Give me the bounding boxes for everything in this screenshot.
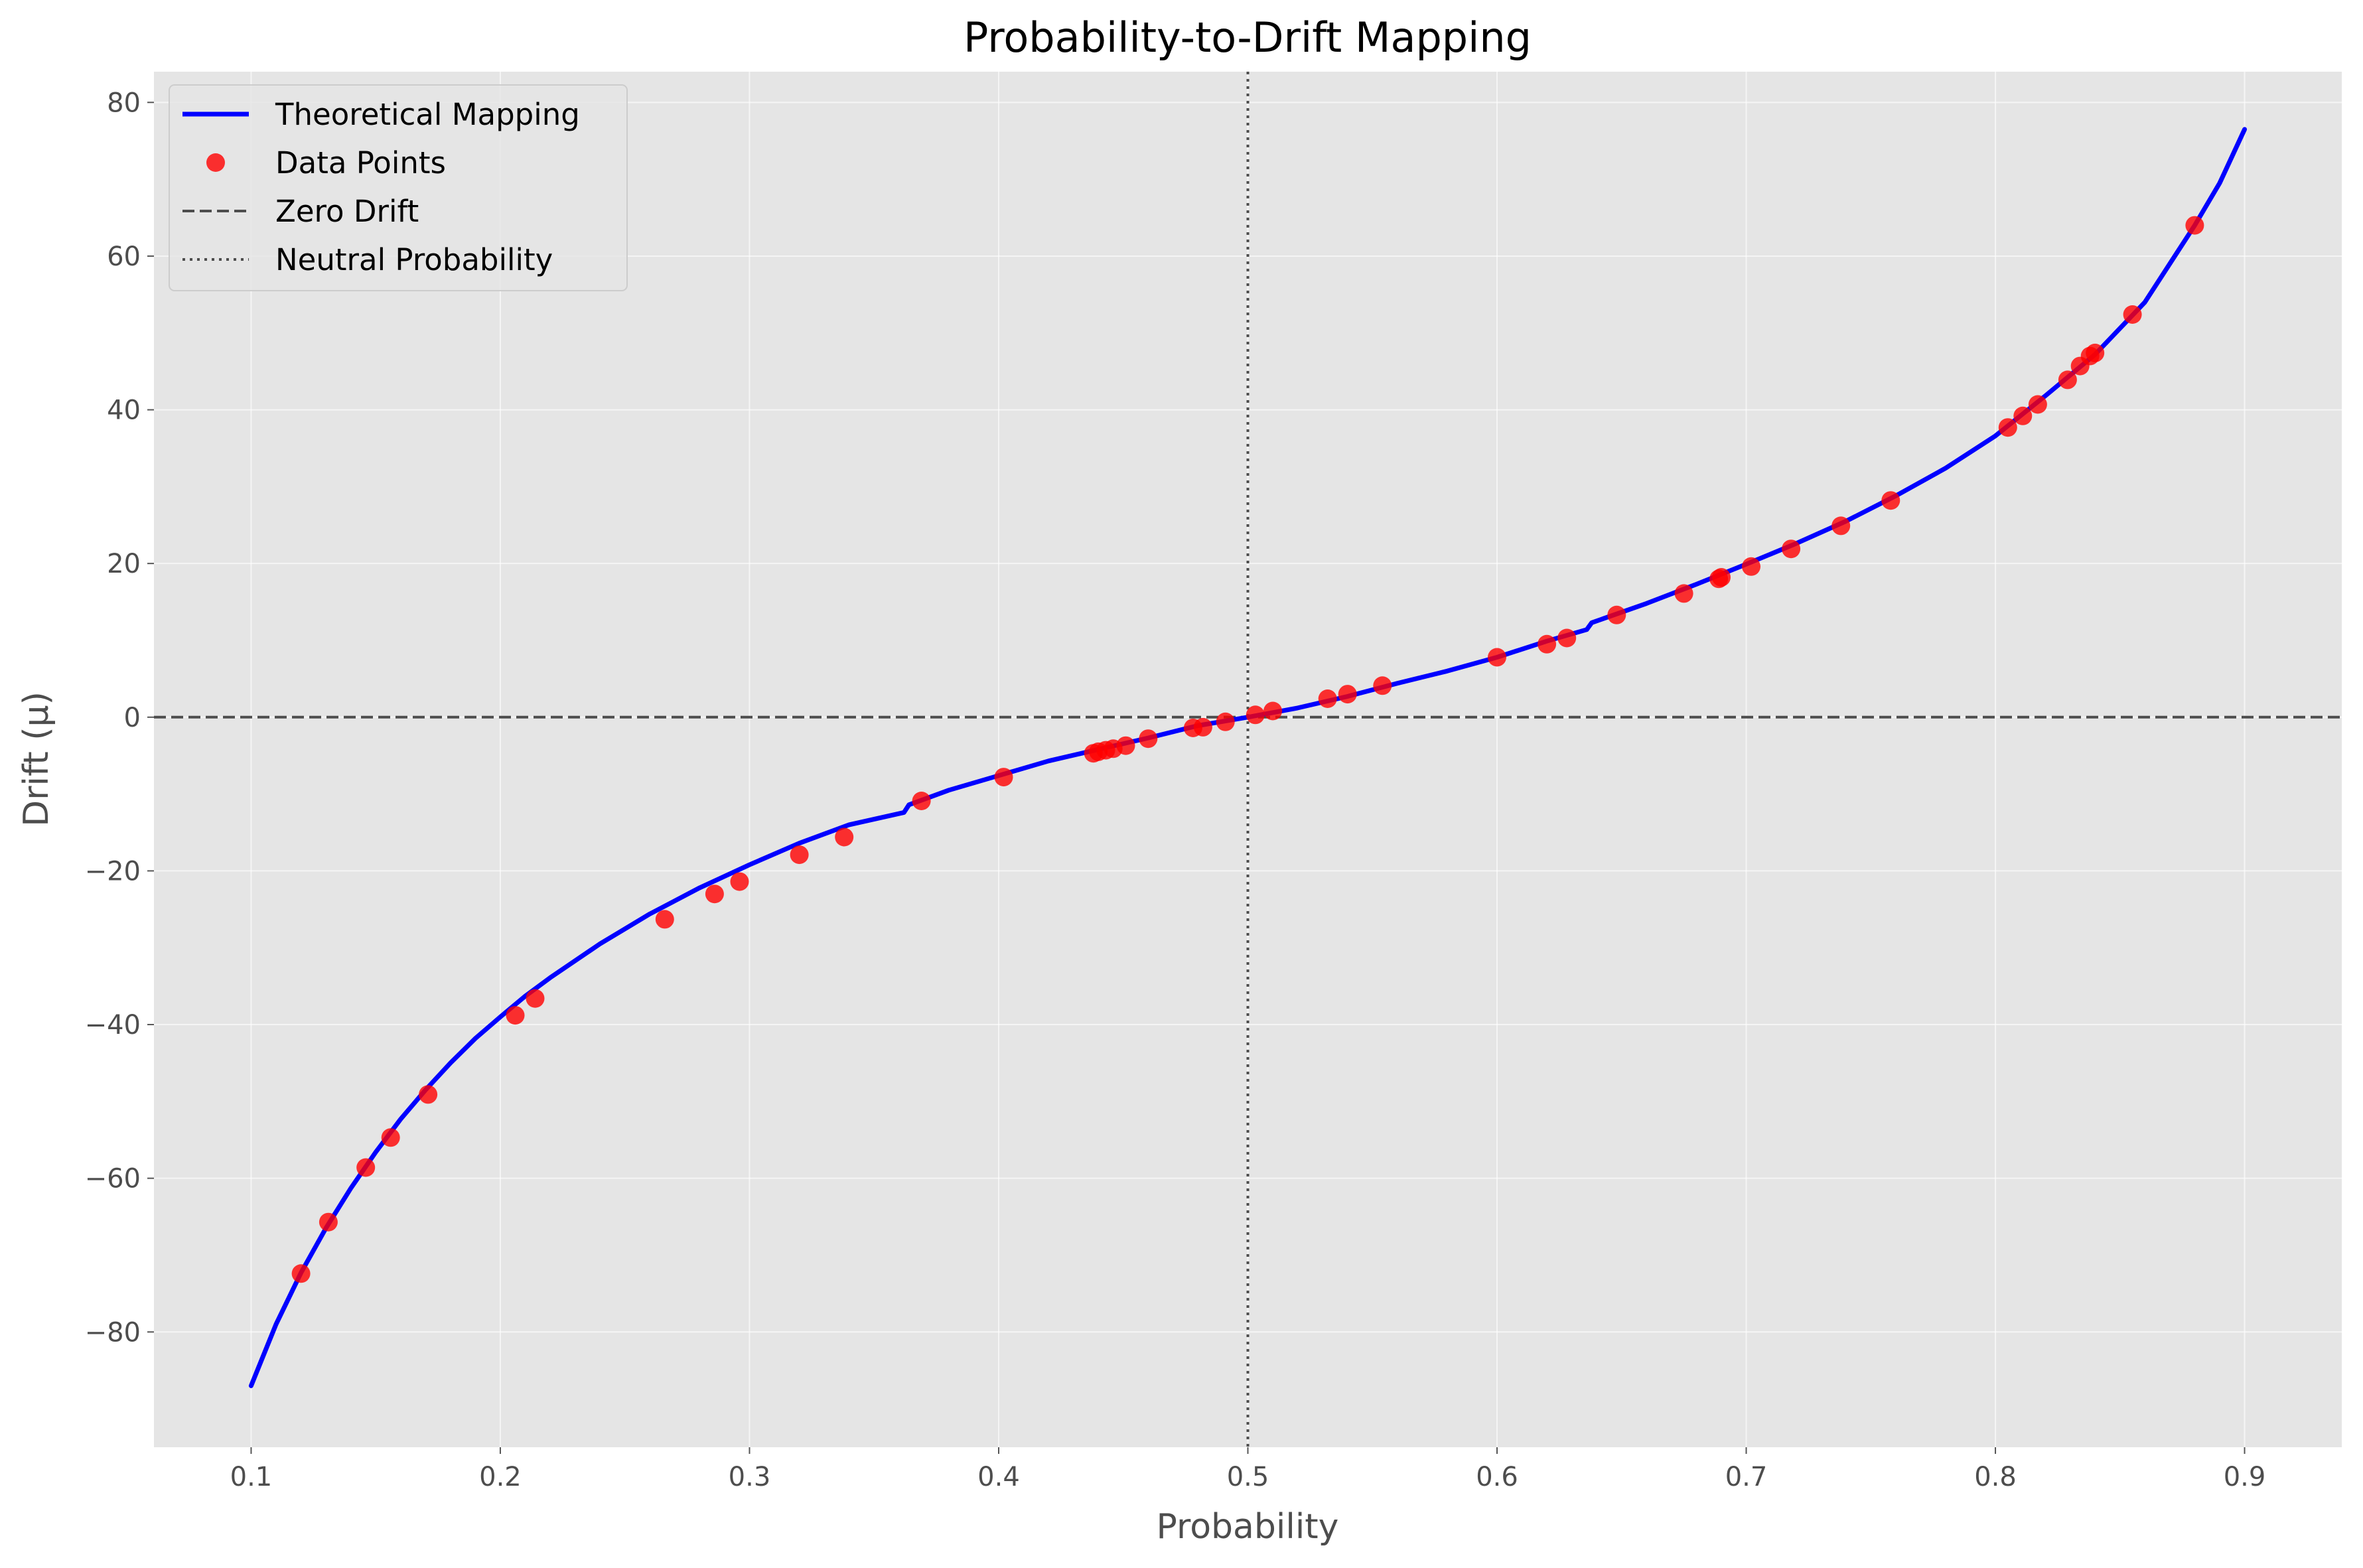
data-point xyxy=(1998,418,2017,437)
legend-label-line: Theoretical Mapping xyxy=(275,97,580,132)
data-point xyxy=(1674,584,1693,603)
y-tick-label: −20 xyxy=(85,856,141,887)
x-tick-label: 0.8 xyxy=(1974,1462,2017,1492)
data-point xyxy=(730,872,749,891)
data-point xyxy=(1139,729,1158,748)
data-point xyxy=(912,792,931,810)
y-tick-label: 0 xyxy=(124,703,141,733)
data-point xyxy=(790,845,809,865)
data-point xyxy=(1263,701,1283,721)
data-point xyxy=(1246,705,1265,725)
data-point xyxy=(2028,395,2047,414)
legend-label-neutral: Neutral Probability xyxy=(275,242,553,277)
data-point xyxy=(1116,736,1135,755)
data-point xyxy=(1538,634,1557,654)
data-point xyxy=(1881,491,1900,510)
data-point xyxy=(1338,685,1357,704)
y-axis-label: Drift (μ) xyxy=(17,691,56,827)
data-point xyxy=(356,1158,376,1177)
y-tick-label: 20 xyxy=(107,549,141,579)
data-point xyxy=(1831,516,1851,535)
data-point xyxy=(419,1085,438,1104)
y-tick-label: −80 xyxy=(85,1317,141,1348)
data-point xyxy=(655,910,674,929)
data-point xyxy=(2185,216,2204,235)
data-point xyxy=(1488,648,1506,667)
y-tick-label: 60 xyxy=(107,242,141,272)
x-tick-label: 0.3 xyxy=(729,1462,771,1492)
data-point xyxy=(1742,557,1760,576)
x-tick-label: 0.1 xyxy=(230,1462,273,1492)
data-point xyxy=(526,989,545,1008)
data-point xyxy=(835,827,854,847)
data-point xyxy=(1373,676,1392,695)
data-point xyxy=(319,1212,338,1232)
x-tick-label: 0.2 xyxy=(479,1462,522,1492)
data-point xyxy=(1318,689,1337,708)
y-tick-label: −60 xyxy=(85,1164,141,1194)
chart-title: Probability-to-Drift Mapping xyxy=(964,13,1532,62)
x-tick-label: 0.6 xyxy=(1476,1462,1518,1492)
axis-ticks: 0.1 0.2 0.3 0.4 0.5 0.6 0.7 0.8 0.9 −80 −60 −40 −20 0… xyxy=(85,88,2266,1492)
data-point xyxy=(2123,305,2142,324)
data-point xyxy=(994,768,1013,787)
data-point xyxy=(1193,717,1212,737)
data-point xyxy=(1557,628,1577,648)
legend-label-zero-drift: Zero Drift xyxy=(275,194,419,229)
x-tick-label: 0.7 xyxy=(1725,1462,1768,1492)
legend: Theoretical Mapping Data Points Zero Dri… xyxy=(169,84,628,291)
data-point xyxy=(381,1128,400,1147)
data-point xyxy=(705,885,724,904)
data-point xyxy=(2013,406,2033,425)
x-tick-label: 0.9 xyxy=(2224,1462,2266,1492)
data-point xyxy=(1712,568,1731,587)
x-axis-label: Probability xyxy=(1157,1507,1339,1547)
legend-label-points: Data Points xyxy=(275,145,446,180)
data-point xyxy=(1216,712,1235,731)
data-point xyxy=(2058,370,2077,390)
data-point xyxy=(1782,539,1801,559)
x-tick-label: 0.4 xyxy=(977,1462,1020,1492)
data-point xyxy=(291,1264,311,1283)
data-point xyxy=(506,1006,525,1025)
data-point xyxy=(1607,605,1626,624)
grid xyxy=(154,72,2342,1447)
y-tick-label: −40 xyxy=(85,1010,141,1040)
legend-swatch-point xyxy=(206,153,225,172)
data-point xyxy=(2086,343,2105,362)
x-tick-label: 0.5 xyxy=(1227,1462,1269,1492)
y-tick-label: 80 xyxy=(107,88,141,118)
legend-box xyxy=(169,84,628,291)
y-tick-label: 40 xyxy=(107,395,141,426)
scatter-series xyxy=(291,216,2204,1283)
